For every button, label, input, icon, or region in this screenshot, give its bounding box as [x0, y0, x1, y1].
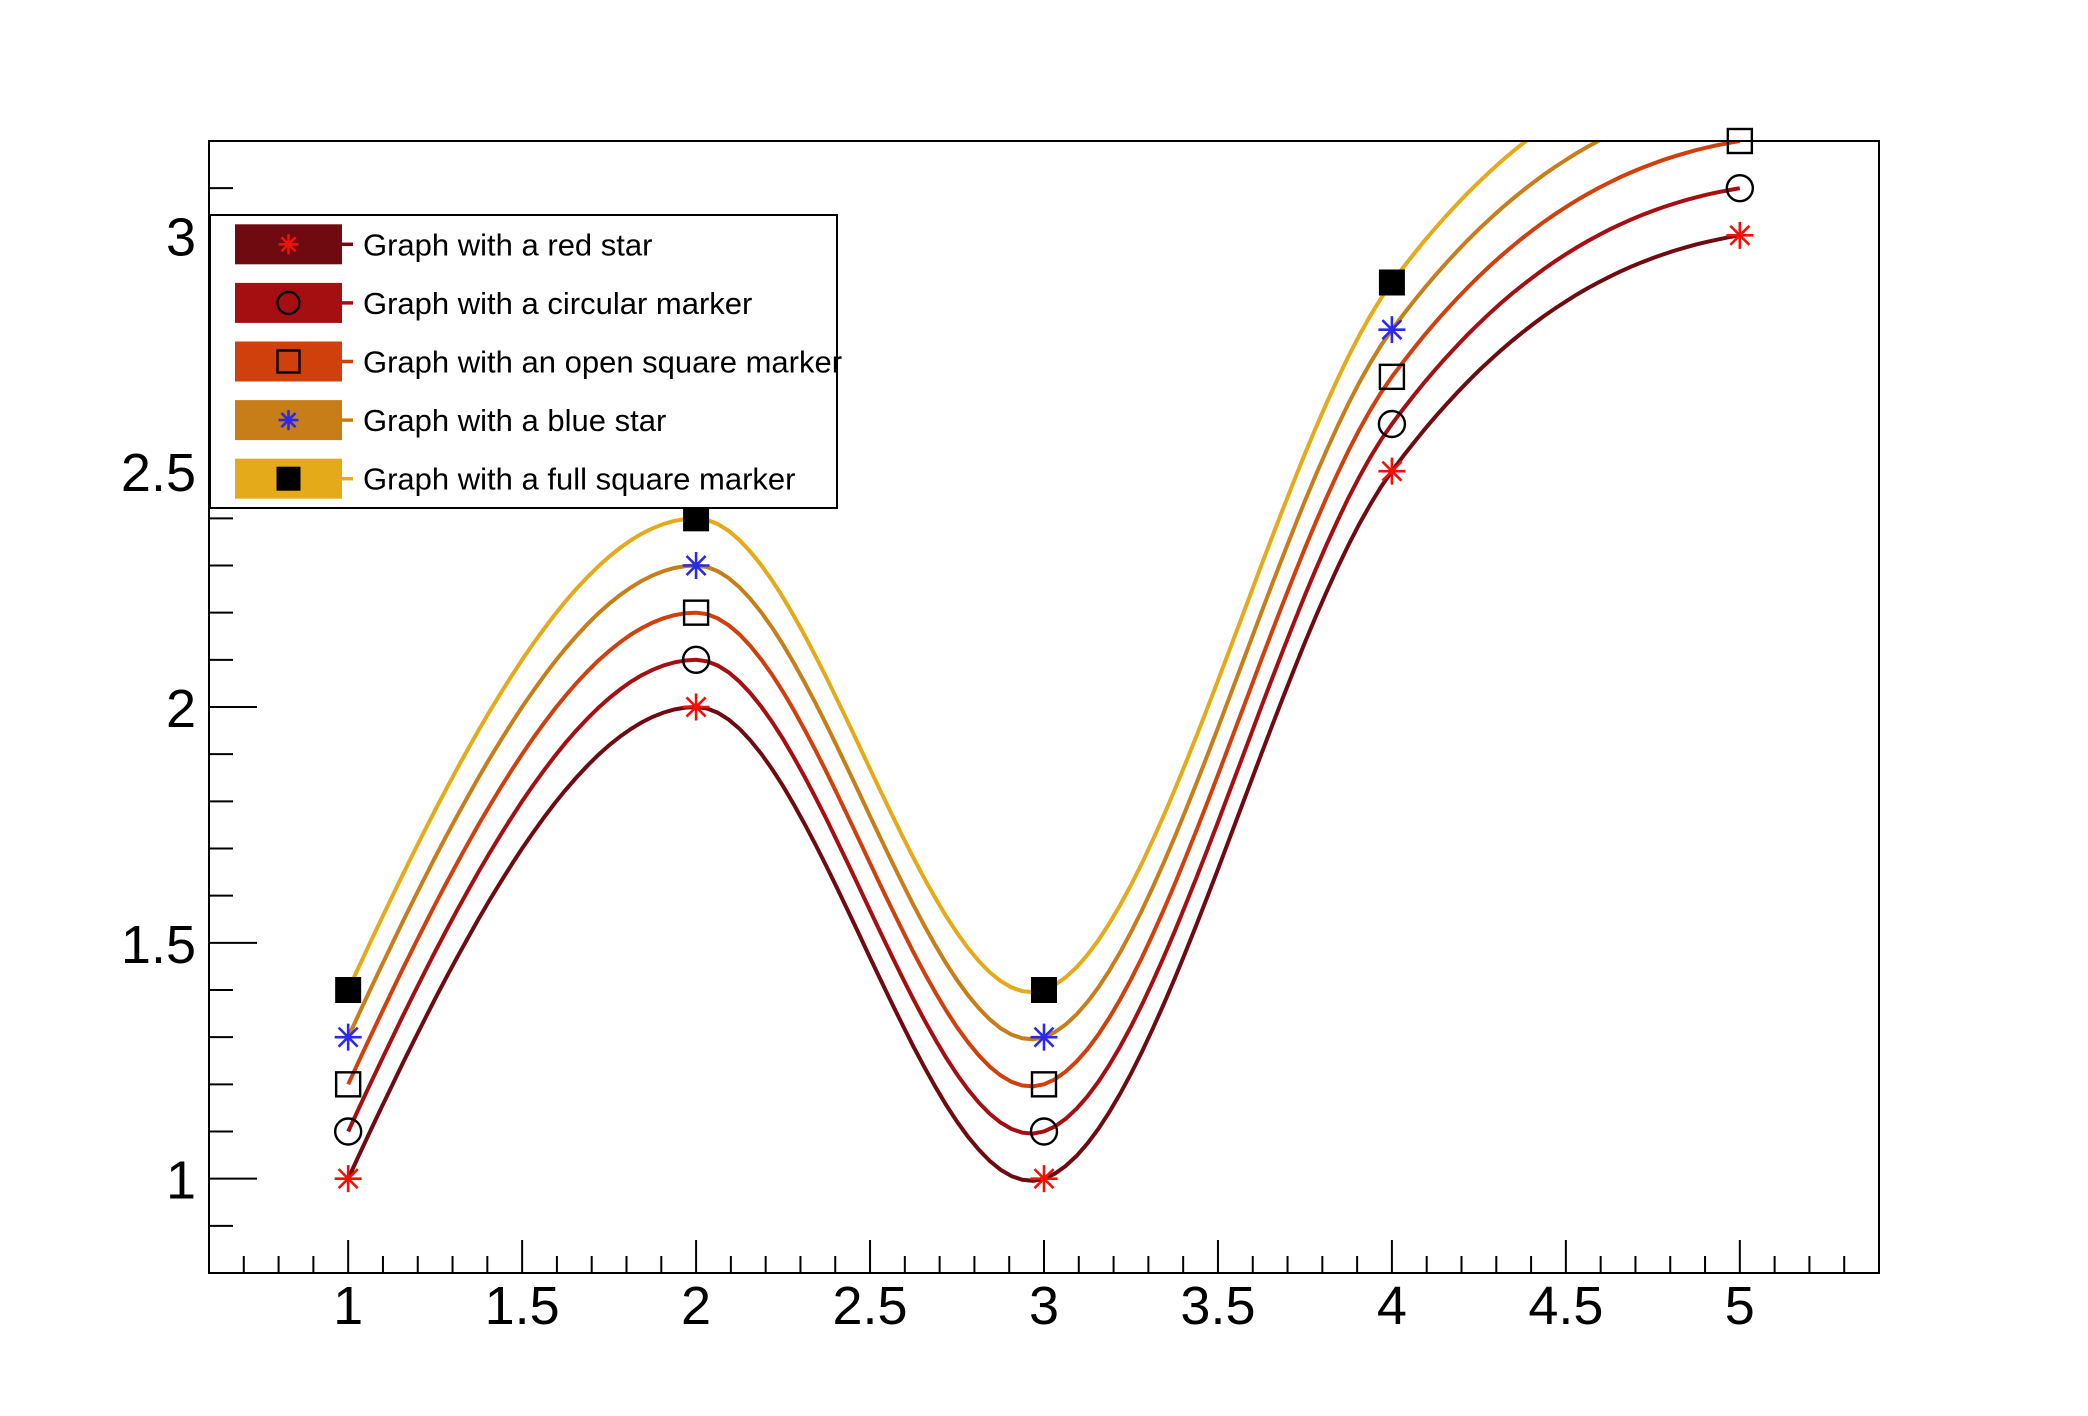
legend-entry: Graph with a full square marker [235, 458, 795, 499]
open-circle-marker [1725, 173, 1755, 203]
axis-labels: 1 1.5 2 2.5 3 3.5 4 4.5 5 1 1.5 2 2.5 3 [121, 207, 1755, 1336]
full-square-marker [335, 977, 362, 1003]
open-circle-marker [681, 645, 711, 675]
blue-star-marker [1378, 316, 1406, 344]
x-tick-label: 3 [1029, 1276, 1059, 1336]
full-square-marker [1378, 269, 1405, 296]
markers-layer [333, 127, 1755, 1193]
open-circle-marker [1029, 1117, 1059, 1146]
red-star-marker [682, 693, 710, 721]
series-curve-2 [346, 186, 1741, 1136]
legend: Graph with a red star Graph with a circul… [209, 214, 842, 509]
full-square-marker [683, 505, 710, 532]
legend-label: Graph with an open square marker [363, 345, 842, 380]
open-square-marker [276, 349, 301, 374]
x-tick-label: 5 [1725, 1276, 1755, 1336]
legend-entry: Graph with an open square marker [235, 341, 842, 382]
legend-entry: Graph with a blue star [235, 400, 666, 441]
open-square-marker [682, 599, 710, 626]
x-tick-label: 3.5 [1180, 1276, 1255, 1336]
blue-star-marker [278, 410, 299, 431]
y-tick-label: 2 [166, 679, 196, 739]
red-star-marker [1030, 1165, 1058, 1193]
full-square-marker [1031, 977, 1057, 1003]
legend-label: Graph with a full square marker [363, 462, 795, 497]
y-tick-label: 3 [166, 207, 196, 267]
red-star-marker [1378, 457, 1406, 485]
red-star-marker [334, 1165, 362, 1193]
blue-star-marker [682, 552, 710, 579]
y-tick-label: 1 [166, 1151, 196, 1211]
legend-label: Graph with a circular marker [363, 286, 752, 321]
legend-entry: Graph with a circular marker [235, 282, 752, 323]
x-tick-label: 1.5 [485, 1276, 560, 1336]
x-tick-label: 4.5 [1528, 1276, 1603, 1336]
x-tick-label: 2.5 [833, 1276, 908, 1336]
red-star-marker [278, 234, 299, 255]
open-square-marker [1378, 363, 1406, 391]
full-square-marker [276, 466, 301, 491]
blue-star-marker [334, 1023, 362, 1051]
x-tick-label: 4 [1377, 1276, 1407, 1336]
legend-label: Graph with a blue star [363, 403, 666, 438]
open-circle-marker [1377, 409, 1407, 439]
red-star-marker [1726, 221, 1754, 249]
y-tick-label: 2.5 [121, 443, 196, 503]
y-tick-label: 1.5 [121, 915, 196, 975]
legend-label: Graph with a red star [363, 227, 652, 262]
open-square-marker [334, 1071, 362, 1098]
open-square-marker [1726, 127, 1754, 155]
x-tick-label: 2 [681, 1276, 711, 1336]
open-square-marker [1030, 1071, 1058, 1098]
open-circle-marker [333, 1117, 363, 1146]
legend-entry: Graph with a red star [235, 224, 652, 265]
blue-star-marker [1030, 1023, 1058, 1051]
x-tick-label: 1 [333, 1276, 363, 1336]
legend-swatch [235, 282, 342, 323]
series-curve-3 [346, 141, 1741, 1089]
legend-swatch [235, 341, 342, 382]
open-circle-marker [276, 290, 301, 316]
